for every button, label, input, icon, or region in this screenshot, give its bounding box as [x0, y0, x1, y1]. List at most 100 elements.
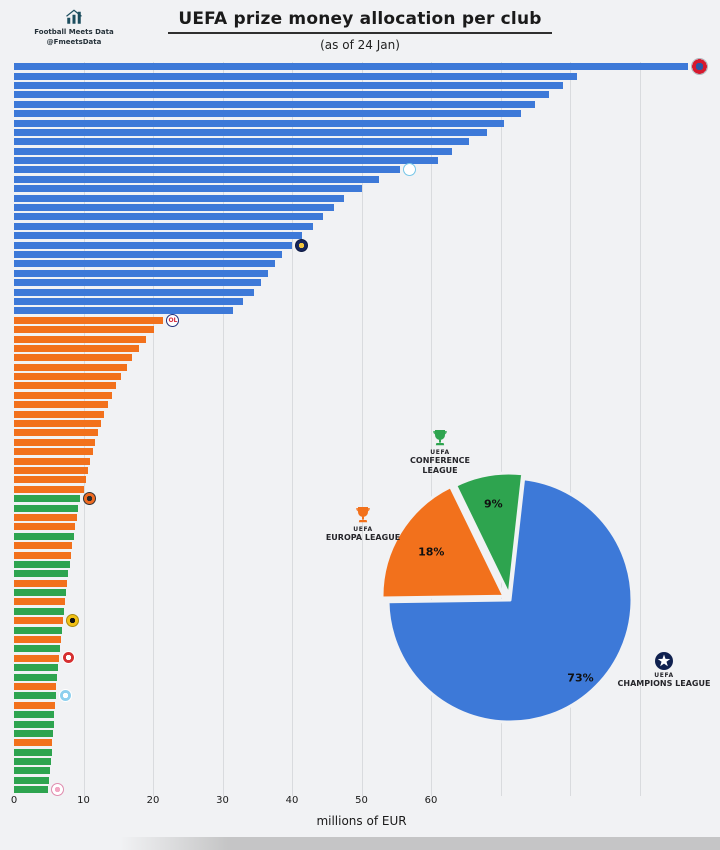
club-prize-bar-el [14, 598, 65, 606]
club-prize-bar-el [14, 373, 122, 381]
x-tick-label: 0 [10, 795, 18, 806]
club-prize-bar-el [14, 391, 112, 399]
club-prize-bar-el [14, 457, 91, 465]
club-prize-bar-cl [14, 63, 689, 71]
bar-row [14, 372, 709, 381]
bar-row [14, 203, 709, 212]
legend-org-label: UEFA [353, 526, 373, 533]
club-prize-bar-el [14, 654, 60, 662]
bar-row [14, 701, 709, 710]
club-prize-bar-el [14, 382, 117, 390]
club-prize-bar-el [14, 523, 76, 531]
club-prize-bar-ecl [14, 570, 69, 578]
bar-row [14, 738, 709, 747]
legend-org-label: UEFA [430, 449, 450, 456]
bar-row [14, 560, 709, 569]
gridline-layer [14, 62, 709, 796]
bar-row [14, 212, 709, 221]
bar-row [14, 363, 709, 372]
gridline [570, 62, 571, 796]
bar-row [14, 250, 709, 259]
club-prize-bar-cl [14, 297, 244, 305]
club-prize-bar-el [14, 551, 71, 559]
legend-europa-league: UEFA EUROPA LEAGUE [318, 505, 408, 543]
bar-row [14, 541, 709, 550]
club-prize-bar-ecl [14, 767, 51, 775]
bar-row [14, 719, 709, 728]
club-prize-bar-el [14, 420, 101, 428]
bar-row [14, 428, 709, 437]
legend-league-name: EUROPA LEAGUE [325, 533, 401, 542]
bar-row [14, 672, 709, 681]
legend-conference-league: UEFA CONFERENCE LEAGUE [398, 428, 482, 475]
club-prize-bar-ecl [14, 532, 74, 540]
bar-row [14, 381, 709, 390]
bar-row [14, 334, 709, 343]
bar-row [14, 766, 709, 775]
club-prize-bar-cl [14, 241, 292, 249]
club-prize-bar-cl [14, 232, 303, 240]
bar-row [14, 456, 709, 465]
club-prize-bar-el [14, 579, 67, 587]
bar-row [14, 776, 709, 785]
bar-row [14, 663, 709, 672]
gridline [639, 62, 641, 796]
club-prize-bar-el [14, 401, 108, 409]
bar-row [14, 550, 709, 559]
bar-row [14, 522, 709, 531]
bar-row [14, 588, 709, 597]
club-prize-bar-cl [14, 288, 254, 296]
club-prize-bar-cl [14, 138, 470, 146]
club-prize-bar-cl [14, 260, 275, 268]
bar-row [14, 748, 709, 757]
legend-champions-league: UEFA CHAMPIONS LEAGUE [616, 651, 712, 689]
bar-row [14, 635, 709, 644]
bar-row [14, 259, 709, 268]
bar-row [14, 193, 709, 202]
club-prize-bar-cl [14, 269, 268, 277]
club-prize-bar-el [14, 476, 87, 484]
club-prize-bar-ecl [14, 589, 67, 597]
bar-row [14, 400, 709, 409]
club-prize-bar-cl [14, 91, 550, 99]
x-tick-label: 40 [285, 795, 299, 806]
club-prize-bar-cl [14, 213, 324, 221]
club-prize-bar-el [14, 363, 127, 371]
bar-row [14, 297, 709, 306]
club-prize-bar-cl [14, 222, 313, 230]
club-prize-bar-cl [14, 157, 438, 165]
club-prize-bar-cl [14, 175, 379, 183]
club-prize-bar-ecl [14, 626, 62, 634]
gridline [222, 62, 224, 796]
club-prize-bar-el [14, 513, 77, 521]
x-axis-label: millions of EUR [316, 814, 407, 828]
europa-league-trophy-icon [356, 507, 370, 523]
club-prize-bar-ecl [14, 495, 81, 503]
bar-row [14, 532, 709, 541]
club-prize-bar-ecl [14, 758, 51, 766]
bar-row [14, 90, 709, 99]
club-prize-bar-el [14, 354, 133, 362]
pie-slice-champions-league [386, 477, 634, 724]
bar-row [14, 729, 709, 738]
club-prize-bar-ecl [14, 776, 50, 784]
conference-league-trophy-icon [433, 430, 447, 446]
club-prize-bar-ecl [14, 786, 49, 794]
bar-row [14, 109, 709, 118]
club-prize-bar-ecl [14, 645, 60, 653]
gridline [500, 62, 502, 796]
pie-slice-europa-league [380, 485, 506, 600]
bar-row [14, 231, 709, 240]
bar-row [14, 682, 709, 691]
bar-row [14, 306, 709, 315]
legend-org-label: UEFA [654, 672, 674, 679]
bar-row [14, 269, 709, 278]
pie-chart-inset: 9% 73% 18% [350, 440, 690, 780]
brand-name: Football Meets Data [34, 28, 114, 36]
bar-row [14, 616, 709, 625]
legend-league-name: CHAMPIONS LEAGUE [617, 679, 711, 688]
club-prize-bar-ecl [14, 607, 65, 615]
club-prize-bar-el [14, 485, 85, 493]
bar-row [14, 644, 709, 653]
bar-row [14, 316, 709, 325]
